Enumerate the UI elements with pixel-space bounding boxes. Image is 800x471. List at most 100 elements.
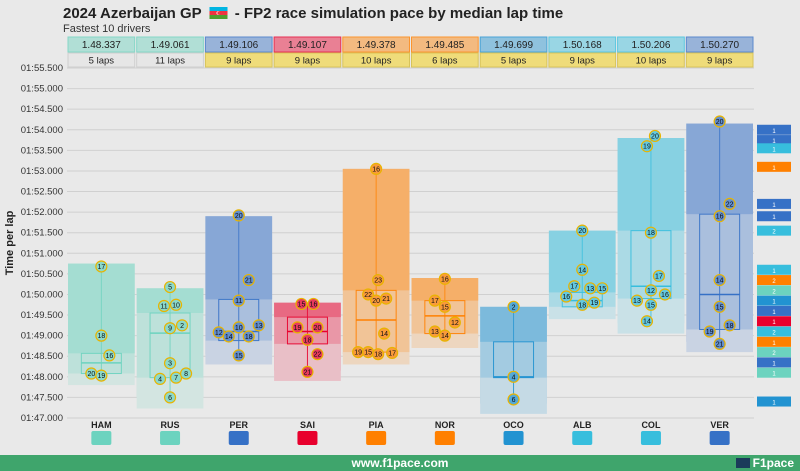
team-logo-icon <box>91 431 112 445</box>
lap-number-label: 18 <box>245 334 253 341</box>
lap-point <box>157 299 171 313</box>
laps-cell <box>617 52 685 68</box>
lap-number-label: 18 <box>647 230 655 237</box>
lap-point <box>232 321 245 334</box>
lap-point <box>713 337 726 350</box>
lap-point <box>370 162 383 175</box>
title-suffix: - FP2 race simulation pace by median lap… <box>234 5 564 22</box>
lap-number-label: 14 <box>225 334 233 341</box>
lap-number-label: 16 <box>310 301 318 308</box>
title-prefix: 2024 Azerbaijan GP <box>63 5 202 22</box>
lap-point <box>372 273 385 287</box>
side-marker-label: 2 <box>772 279 776 285</box>
median-time-label: 1.50.270 <box>700 40 739 51</box>
team-logo-icon <box>503 431 524 445</box>
side-marker <box>757 135 791 146</box>
lap-number-label: 18 <box>578 302 586 309</box>
lap-number-label: 13 <box>633 298 641 305</box>
team-logo-icon <box>297 431 318 445</box>
median-time-cell <box>685 36 754 53</box>
lap-number-label: 18 <box>304 337 312 344</box>
y-tick-label: 01:50.500 <box>21 269 63 280</box>
lap-point <box>644 284 658 297</box>
side-marker <box>757 367 791 378</box>
side-marker-label: 1 <box>772 129 776 135</box>
lap-number-label: 9 <box>168 326 172 333</box>
lap-point <box>448 316 461 329</box>
lap-number-label: 15 <box>598 286 606 293</box>
laps-label: 6 laps <box>432 56 458 67</box>
lap-number-label: 22 <box>364 292 372 299</box>
median-time-cell <box>273 36 342 53</box>
lap-point <box>576 263 589 276</box>
lap-number-label: 19 <box>590 300 598 307</box>
lap-number-label: 18 <box>97 333 105 340</box>
footer-site[interactable]: www.f1pace.com <box>351 456 449 470</box>
laps-cell <box>67 52 136 68</box>
laps-label: 9 laps <box>226 56 252 67</box>
lap-point <box>644 298 658 311</box>
lap-point <box>153 372 167 385</box>
driver-code-label: COL <box>641 420 661 430</box>
lap-number-label: 19 <box>97 373 105 380</box>
laps-cell <box>136 52 204 68</box>
lap-number-label: 15 <box>364 350 372 357</box>
lap-point <box>307 297 320 311</box>
side-marker-label: 2 <box>772 230 776 236</box>
lap-point <box>301 365 314 378</box>
lap-number-label: 14 <box>578 267 586 274</box>
median-time-label: 1.48.337 <box>82 40 121 51</box>
lap-number-label: 16 <box>372 166 380 173</box>
lap-number-label: 17 <box>655 273 663 280</box>
laps-cell <box>273 52 342 68</box>
side-marker <box>757 316 791 327</box>
lap-number-label: 20 <box>235 213 243 220</box>
lap-point <box>576 298 589 311</box>
lap-point <box>163 322 177 335</box>
laps-cell <box>548 52 617 68</box>
lap-number-label: 14 <box>643 319 651 326</box>
lap-point <box>652 269 666 283</box>
driver-code-label: HAM <box>91 420 112 430</box>
team-logo-icon <box>709 431 730 445</box>
lap-point <box>576 224 589 237</box>
lap-point <box>438 272 451 285</box>
side-marker <box>757 275 791 286</box>
y-tick-label: 01:55.500 <box>21 63 63 74</box>
lap-number-label: 13 <box>255 323 263 330</box>
team-logo-icon <box>228 431 249 445</box>
side-marker-label: 1 <box>772 147 776 153</box>
y-tick-label: 01:52.000 <box>21 207 63 218</box>
lap-number-label: 2 <box>180 323 184 330</box>
side-marker <box>757 225 791 236</box>
lap-number-label: 15 <box>716 304 724 311</box>
median-time-label: 1.49.378 <box>357 40 396 51</box>
lap-point <box>291 321 304 334</box>
lap-number-label: 10 <box>172 302 180 309</box>
lap-number-label: 10 <box>235 325 243 332</box>
median-time-cell <box>479 36 548 53</box>
y-tick-label: 01:53.000 <box>21 166 63 177</box>
lap-point <box>703 325 716 338</box>
team-logo-icon <box>572 431 593 445</box>
y-tick-label: 01:47.500 <box>21 392 63 403</box>
y-tick-label: 01:54.000 <box>21 125 63 136</box>
side-marker <box>757 347 791 358</box>
median-time-cell <box>548 36 617 53</box>
laps-cell <box>411 52 479 68</box>
side-marker <box>757 124 791 135</box>
laps-label: 11 laps <box>155 56 185 67</box>
lap-number-label: 13 <box>586 286 594 293</box>
lap-number-label: 14 <box>441 333 449 340</box>
lap-point <box>163 357 177 370</box>
lap-point <box>723 197 736 210</box>
y-axis-label: Time per lap <box>4 210 16 275</box>
lap-number-label: 14 <box>380 331 388 338</box>
side-marker-label: 1 <box>772 139 776 145</box>
team-logo-icon <box>434 431 455 445</box>
driver-code-label: RUS <box>161 420 180 430</box>
lap-number-label: 17 <box>97 264 105 271</box>
lap-point <box>163 280 177 294</box>
lap-point <box>242 273 255 287</box>
lap-number-label: 19 <box>354 350 362 357</box>
